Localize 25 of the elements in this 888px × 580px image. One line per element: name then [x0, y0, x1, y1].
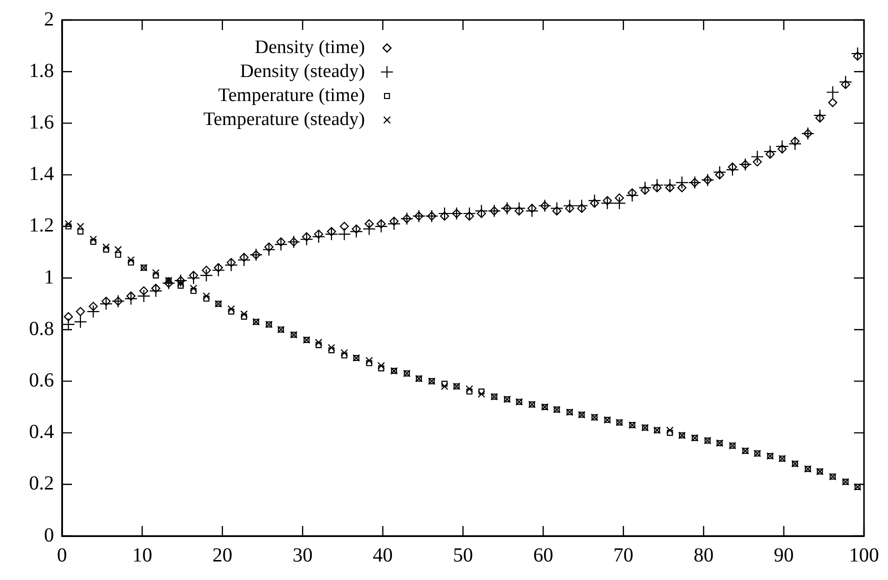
- y-tick-label: 1.8: [29, 60, 54, 82]
- legend-label: Temperature (steady): [203, 108, 365, 130]
- y-tick-label: 0.2: [29, 472, 54, 495]
- legend-label: Temperature (time): [218, 84, 365, 106]
- x-tick-label: 10: [132, 544, 152, 566]
- y-tick-label: 1: [44, 266, 54, 288]
- legend-label: Density (steady): [240, 60, 365, 82]
- x-tick-label: 20: [212, 544, 232, 566]
- x-tick-label: 50: [453, 544, 473, 566]
- legend-label: Density (time): [254, 36, 365, 58]
- y-tick-label: 1.4: [29, 163, 54, 186]
- x-tick-label: 30: [292, 544, 313, 566]
- x-tick-label: 40: [372, 544, 393, 566]
- x-tick-label: 90: [774, 544, 794, 566]
- y-tick-label: 0: [44, 524, 54, 546]
- x-tick-label: 60: [533, 544, 554, 566]
- y-tick-label: 2: [44, 8, 54, 30]
- y-tick-label: 1.2: [29, 214, 54, 237]
- y-tick-label: 0.8: [29, 318, 54, 340]
- y-tick-label: 0.4: [29, 421, 54, 444]
- y-tick-label: 0.6: [29, 369, 54, 392]
- x-tick-label: 70: [613, 544, 634, 566]
- x-tick-label: 100: [849, 544, 879, 566]
- y-tick-label: 1.6: [29, 111, 54, 134]
- x-tick-label: 80: [694, 544, 714, 566]
